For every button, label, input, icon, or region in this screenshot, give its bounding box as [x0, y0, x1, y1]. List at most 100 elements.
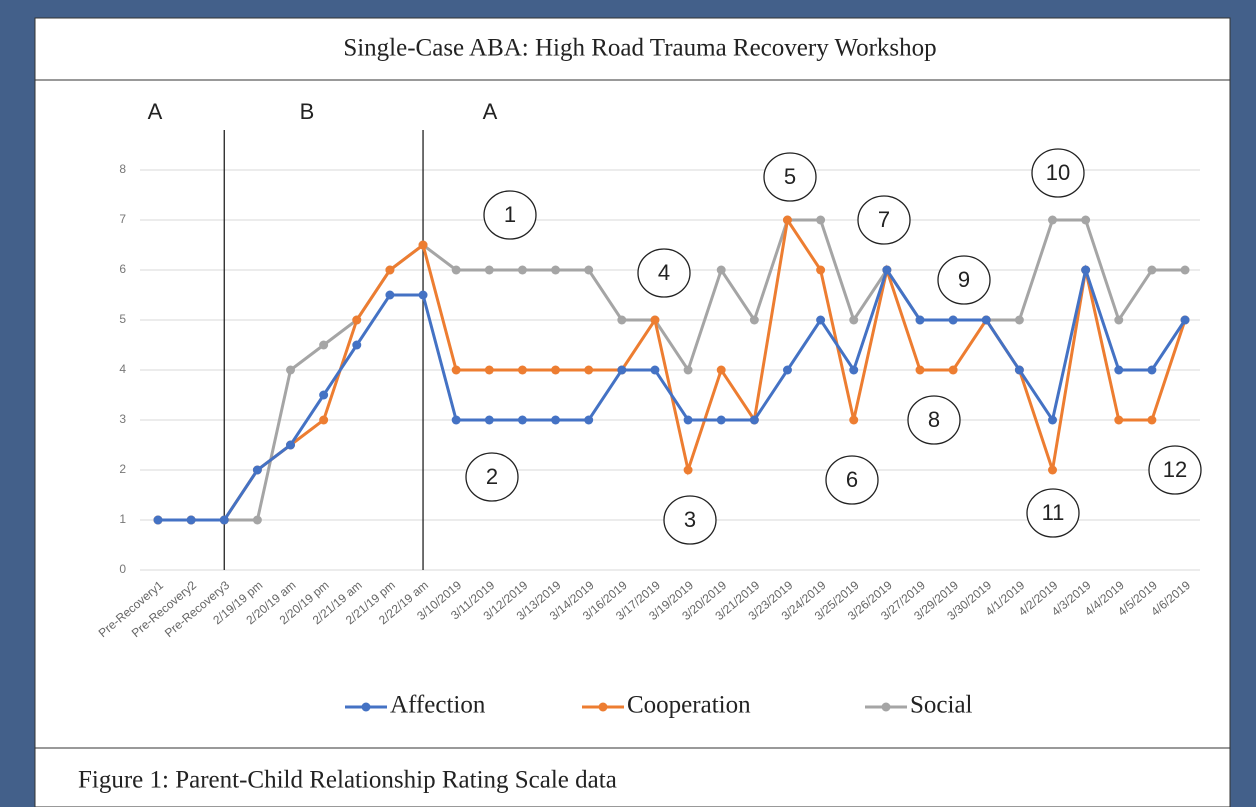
data-point — [252, 465, 262, 475]
data-point — [1014, 365, 1024, 375]
annotation-label: 8 — [928, 407, 940, 432]
legend-marker — [598, 702, 608, 712]
data-point — [1114, 365, 1124, 375]
data-point — [882, 265, 892, 275]
data-point — [716, 265, 726, 275]
data-point — [584, 415, 594, 425]
annotation-label: 3 — [684, 507, 696, 532]
data-point — [319, 340, 329, 350]
y-tick-label: 3 — [119, 412, 126, 426]
data-point — [551, 415, 561, 425]
data-point — [484, 365, 494, 375]
phase-label: B — [300, 99, 315, 124]
data-point — [816, 265, 826, 275]
annotation-label: 6 — [846, 467, 858, 492]
annotation-label: 7 — [878, 207, 890, 232]
data-point — [915, 315, 925, 325]
data-point — [1147, 415, 1157, 425]
data-point — [849, 365, 859, 375]
data-point — [517, 265, 527, 275]
data-point — [1048, 415, 1058, 425]
data-point — [385, 290, 395, 300]
legend-label: Social — [910, 692, 973, 719]
y-tick-label: 5 — [119, 312, 126, 326]
chart-title: Single-Case ABA: High Road Trauma Recove… — [343, 35, 936, 62]
phase-label: A — [148, 99, 163, 124]
data-point — [617, 365, 627, 375]
annotation-circle — [637, 248, 691, 298]
data-point — [517, 415, 527, 425]
data-point — [584, 265, 594, 275]
data-point — [517, 365, 527, 375]
annotation-label: 11 — [1042, 500, 1065, 525]
annotation-label: 1 — [504, 202, 516, 227]
data-point — [418, 240, 428, 250]
data-point — [650, 315, 660, 325]
annotation-label: 2 — [486, 464, 498, 489]
data-point — [1147, 365, 1157, 375]
data-point — [683, 415, 693, 425]
data-point — [816, 315, 826, 325]
legend-marker — [361, 702, 371, 712]
annotation-label: 9 — [958, 267, 970, 292]
legend-label: Affection — [390, 692, 486, 719]
data-point — [1180, 315, 1190, 325]
data-point — [319, 415, 329, 425]
data-point — [716, 365, 726, 375]
data-point — [186, 515, 196, 525]
data-point — [948, 365, 958, 375]
data-point — [551, 265, 561, 275]
data-point — [418, 290, 428, 300]
annotation-circle — [483, 190, 537, 240]
annotation-circle — [465, 452, 519, 502]
data-point — [385, 265, 395, 275]
annotation-label: 5 — [784, 164, 796, 189]
legend-label: Cooperation — [627, 692, 751, 719]
data-point — [451, 415, 461, 425]
annotation-circle — [857, 195, 911, 245]
annotation-circle — [907, 395, 961, 445]
y-tick-label: 4 — [119, 362, 126, 376]
y-tick-label: 2 — [119, 462, 126, 476]
data-point — [650, 365, 660, 375]
y-tick-label: 8 — [119, 162, 126, 176]
data-point — [484, 265, 494, 275]
data-point — [849, 415, 859, 425]
data-point — [948, 315, 958, 325]
frame — [34, 17, 1231, 807]
series-line — [158, 264, 1187, 522]
data-point — [749, 415, 759, 425]
data-point — [551, 365, 561, 375]
data-point — [1147, 265, 1157, 275]
data-point — [749, 315, 759, 325]
data-point — [1048, 215, 1058, 225]
data-point — [1048, 465, 1058, 475]
data-point — [153, 515, 163, 525]
data-point — [716, 415, 726, 425]
data-point — [219, 515, 229, 525]
data-point — [1081, 265, 1091, 275]
data-point — [1114, 415, 1124, 425]
data-point — [352, 340, 362, 350]
y-tick-label: 0 — [119, 562, 126, 576]
data-point — [683, 365, 693, 375]
y-tick-label: 1 — [119, 512, 126, 526]
annotation-circle — [663, 495, 717, 545]
data-point — [915, 365, 925, 375]
annotation-circle — [1026, 488, 1080, 538]
data-point — [782, 365, 792, 375]
phase-label: A — [483, 99, 498, 124]
annotation-label: 4 — [658, 260, 670, 285]
data-point — [683, 465, 693, 475]
data-point — [319, 390, 329, 400]
y-tick-label: 7 — [119, 212, 126, 226]
series-line — [158, 218, 1186, 522]
annotation-circle — [937, 255, 991, 305]
data-point — [286, 440, 296, 450]
annotation-circle — [825, 455, 879, 505]
data-point — [617, 315, 627, 325]
data-point — [352, 315, 362, 325]
y-tick-label: 6 — [119, 262, 126, 276]
